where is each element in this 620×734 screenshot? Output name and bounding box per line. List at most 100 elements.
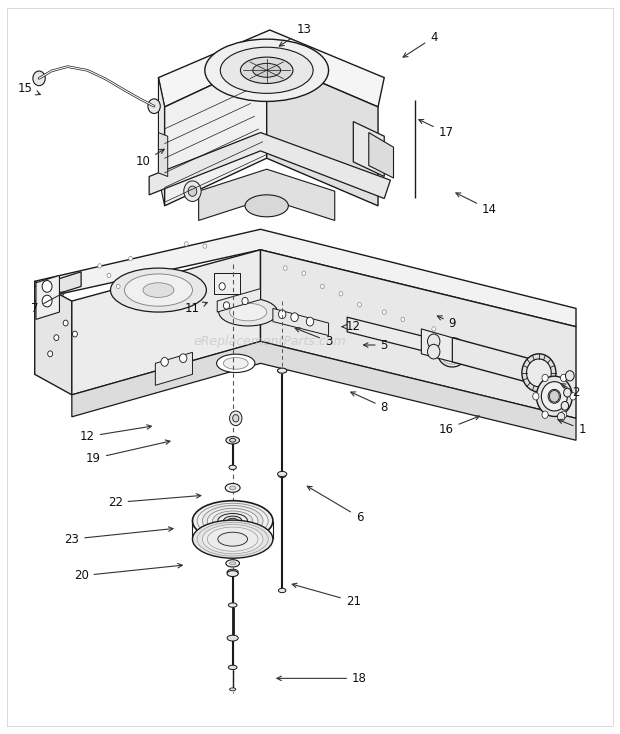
Ellipse shape — [526, 359, 551, 387]
Circle shape — [570, 393, 576, 400]
Ellipse shape — [227, 635, 238, 641]
Circle shape — [560, 374, 567, 382]
Circle shape — [358, 302, 361, 307]
Ellipse shape — [227, 569, 238, 575]
Polygon shape — [159, 78, 165, 206]
Polygon shape — [198, 170, 335, 220]
Circle shape — [242, 297, 248, 305]
Circle shape — [565, 371, 574, 381]
Text: 3: 3 — [295, 328, 332, 348]
Polygon shape — [165, 59, 267, 206]
Circle shape — [291, 313, 298, 321]
Ellipse shape — [245, 195, 288, 217]
Polygon shape — [452, 338, 539, 385]
Ellipse shape — [202, 506, 263, 537]
Circle shape — [184, 241, 188, 246]
Polygon shape — [353, 122, 384, 176]
Ellipse shape — [192, 520, 273, 559]
Text: 11: 11 — [185, 302, 207, 315]
Ellipse shape — [220, 47, 313, 93]
Polygon shape — [369, 133, 394, 178]
Circle shape — [219, 283, 225, 290]
Ellipse shape — [223, 357, 248, 369]
Circle shape — [401, 317, 405, 321]
Text: 10: 10 — [136, 149, 164, 168]
Circle shape — [428, 344, 440, 359]
Polygon shape — [159, 133, 168, 176]
Polygon shape — [72, 250, 260, 395]
Text: 20: 20 — [74, 564, 182, 582]
Ellipse shape — [226, 437, 239, 444]
Ellipse shape — [536, 376, 572, 416]
Polygon shape — [347, 317, 452, 358]
Ellipse shape — [228, 603, 237, 607]
Ellipse shape — [541, 382, 567, 411]
Ellipse shape — [548, 389, 560, 403]
Text: 15: 15 — [18, 82, 40, 95]
Ellipse shape — [278, 588, 286, 592]
Circle shape — [278, 310, 286, 319]
Circle shape — [321, 284, 324, 288]
Ellipse shape — [216, 355, 255, 372]
Ellipse shape — [219, 298, 278, 326]
Circle shape — [223, 302, 229, 309]
Ellipse shape — [125, 274, 192, 306]
Bar — [214, 273, 240, 294]
Circle shape — [383, 310, 386, 314]
Polygon shape — [159, 30, 384, 107]
Text: 14: 14 — [456, 193, 497, 216]
Ellipse shape — [213, 511, 253, 531]
Text: 1: 1 — [558, 419, 586, 436]
Circle shape — [557, 413, 565, 421]
Circle shape — [564, 388, 571, 397]
Polygon shape — [35, 229, 576, 327]
Circle shape — [432, 327, 436, 331]
Circle shape — [179, 354, 187, 363]
Polygon shape — [273, 308, 329, 335]
Ellipse shape — [205, 39, 329, 101]
Circle shape — [302, 271, 306, 275]
Text: 8: 8 — [351, 392, 388, 414]
Text: 19: 19 — [86, 440, 170, 465]
Ellipse shape — [202, 525, 263, 554]
Ellipse shape — [223, 516, 242, 526]
Text: 6: 6 — [308, 486, 363, 523]
Text: 12: 12 — [342, 320, 361, 333]
Ellipse shape — [228, 665, 237, 669]
Circle shape — [42, 280, 52, 292]
Text: 18: 18 — [277, 672, 367, 685]
Circle shape — [549, 390, 559, 402]
Circle shape — [283, 266, 287, 270]
Ellipse shape — [227, 570, 238, 576]
Text: 9: 9 — [437, 316, 456, 330]
Circle shape — [229, 411, 242, 426]
Circle shape — [33, 71, 45, 86]
Circle shape — [533, 393, 539, 400]
Ellipse shape — [229, 688, 236, 691]
Polygon shape — [35, 281, 72, 395]
Ellipse shape — [522, 354, 556, 392]
Text: 5: 5 — [363, 338, 388, 352]
Polygon shape — [149, 133, 391, 198]
Text: 23: 23 — [64, 527, 173, 545]
Polygon shape — [36, 275, 60, 319]
Ellipse shape — [192, 501, 273, 541]
Ellipse shape — [207, 509, 258, 534]
Circle shape — [148, 99, 161, 114]
Text: 13: 13 — [280, 23, 311, 46]
Circle shape — [188, 186, 197, 196]
Text: 7: 7 — [31, 292, 65, 315]
Polygon shape — [35, 272, 81, 301]
Ellipse shape — [218, 514, 247, 528]
Circle shape — [339, 291, 343, 296]
Circle shape — [161, 357, 169, 366]
Ellipse shape — [441, 341, 464, 364]
Circle shape — [73, 331, 78, 337]
Ellipse shape — [278, 473, 286, 478]
Ellipse shape — [228, 518, 237, 523]
Circle shape — [203, 244, 206, 248]
Circle shape — [107, 273, 111, 277]
Circle shape — [129, 256, 133, 261]
Circle shape — [48, 351, 53, 357]
Polygon shape — [156, 352, 192, 385]
